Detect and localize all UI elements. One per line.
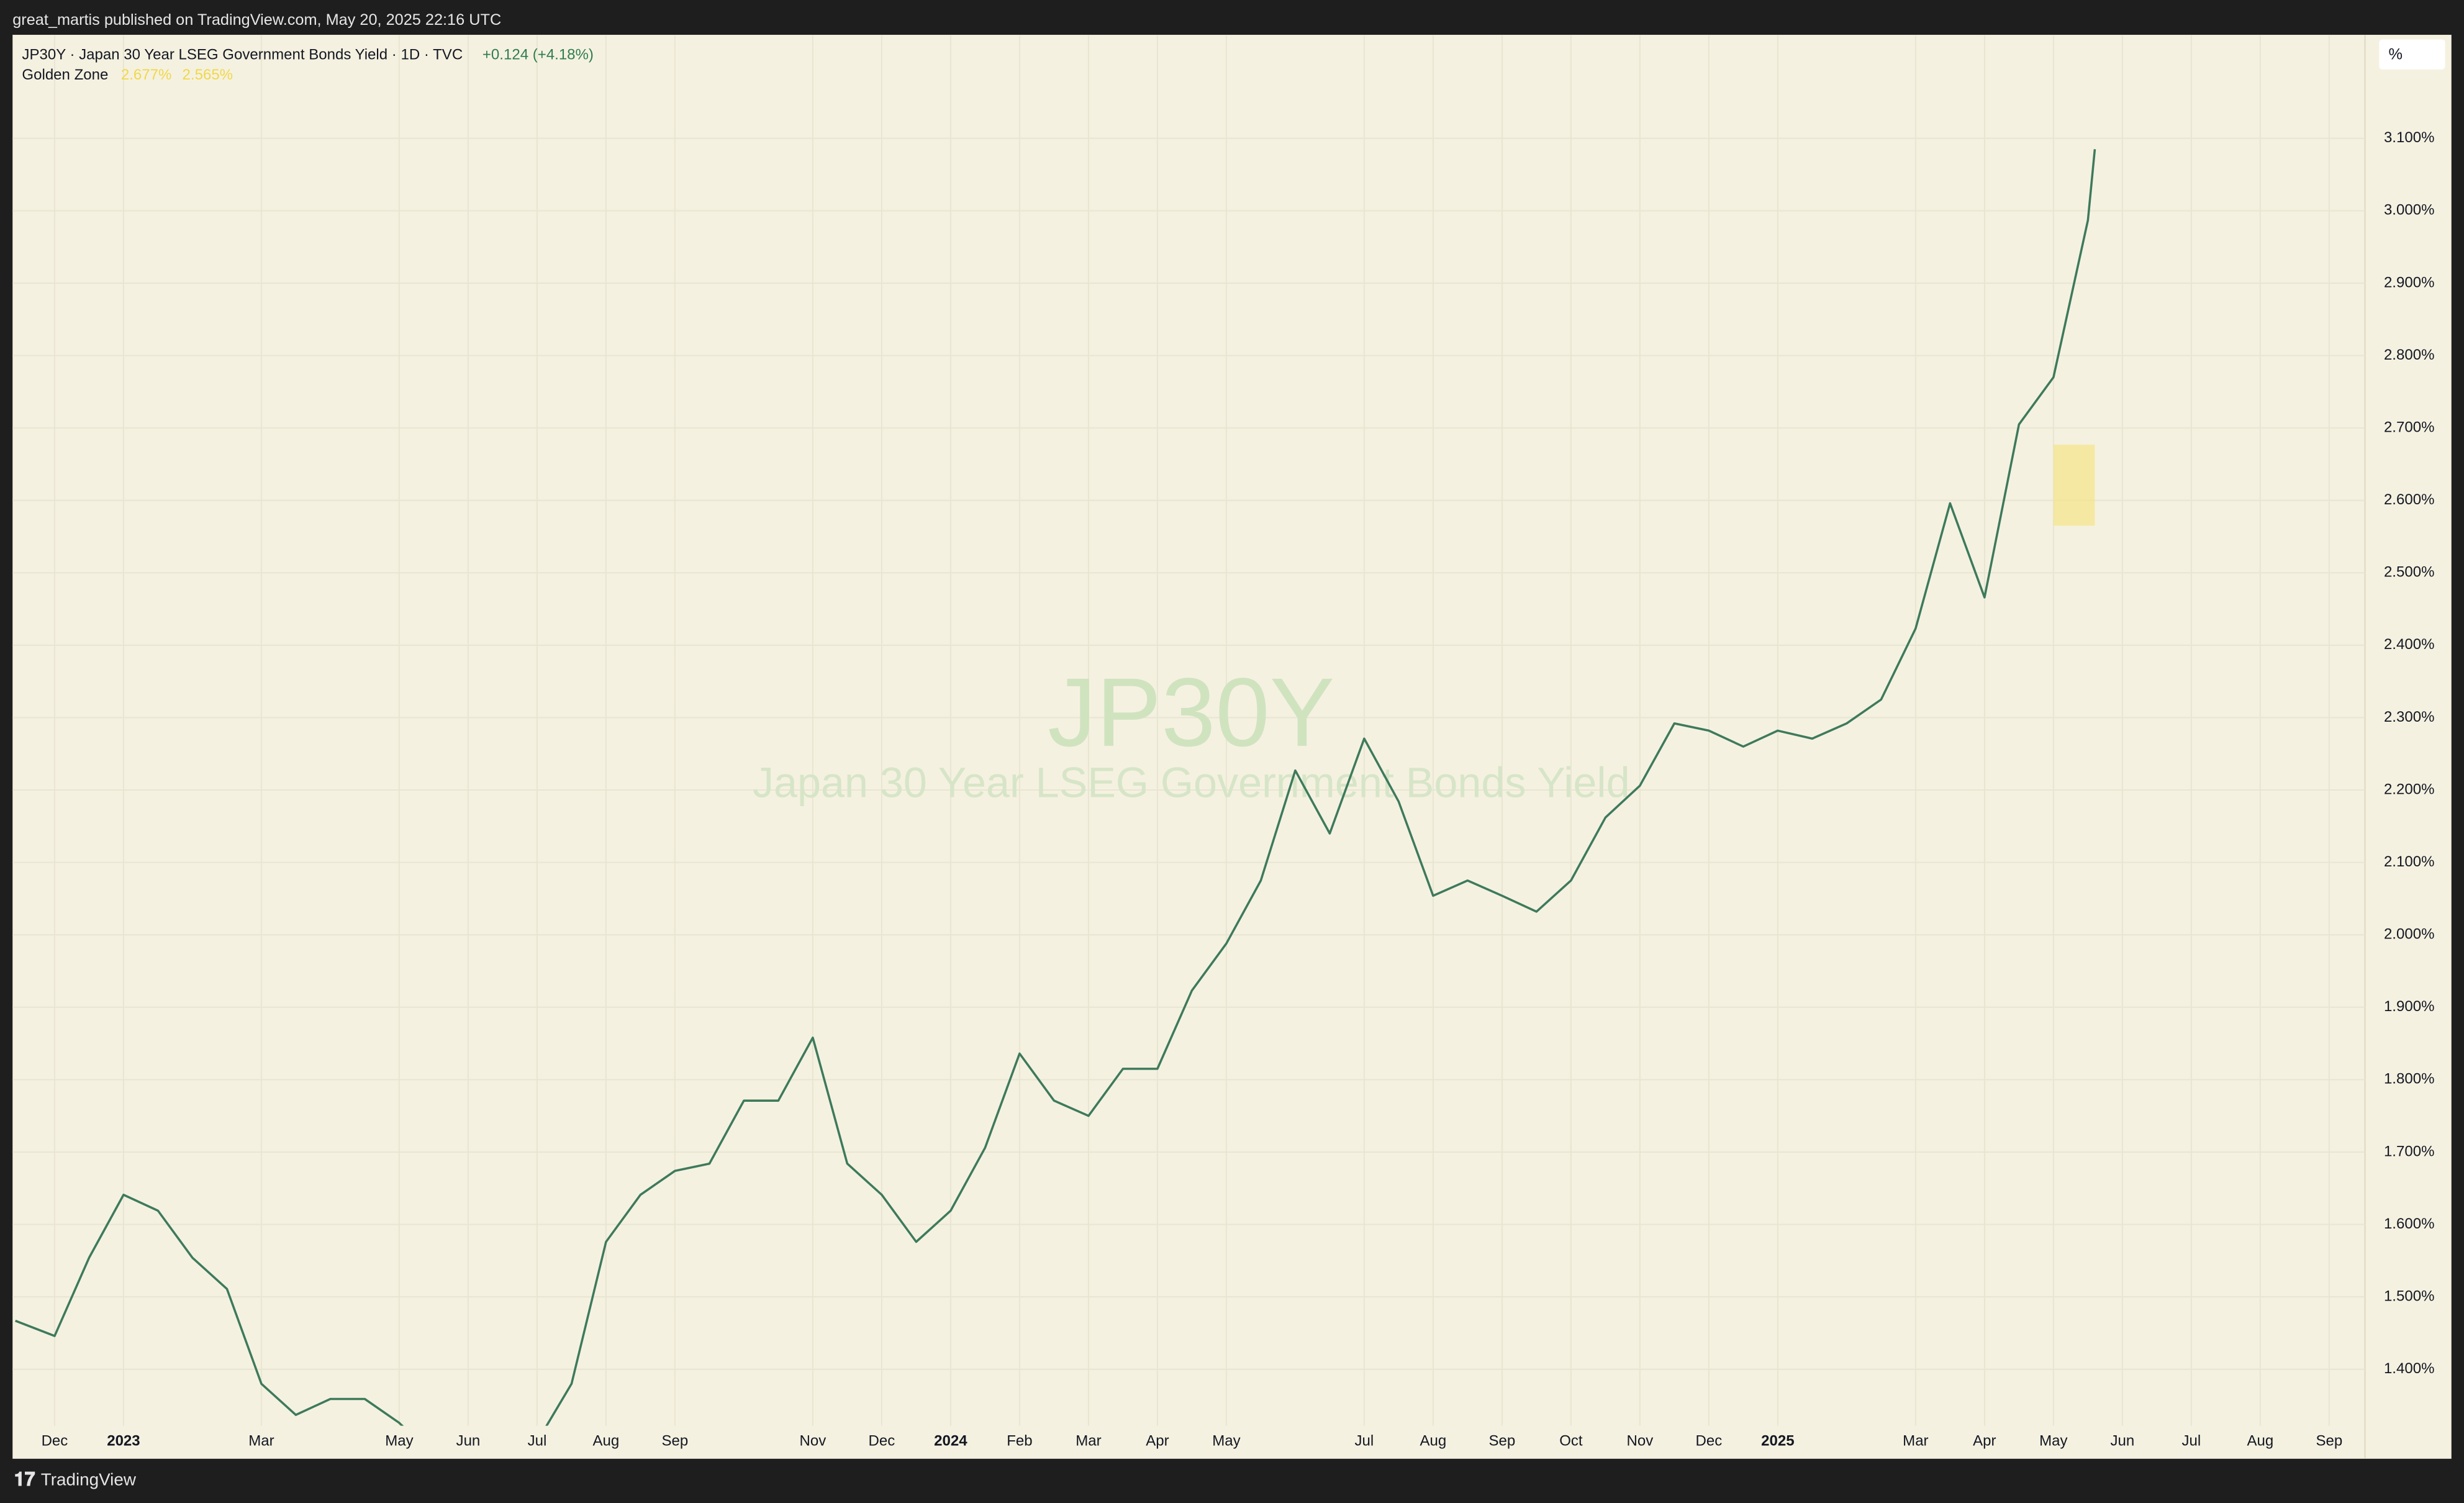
plot	[15, 149, 2096, 1426]
y-tick-label: 2.700%	[2384, 419, 2435, 435]
y-tick-label: 1.900%	[2384, 998, 2435, 1015]
y-tick-label: 2.200%	[2384, 781, 2435, 797]
y-tick-label: 1.800%	[2384, 1071, 2435, 1088]
change: +0.124 (+4.18%)	[482, 46, 594, 63]
indicator-value: 2.565%	[183, 66, 233, 83]
indicator-name: Golden Zone	[22, 66, 108, 83]
grid	[12, 35, 2365, 1426]
x-tick-label: Aug	[593, 1432, 620, 1449]
x-tick-label: Jun	[456, 1432, 481, 1449]
x-tick-label: 2024	[934, 1432, 967, 1449]
y-tick-label: 1.500%	[2384, 1287, 2435, 1304]
y-tick-label: 2.300%	[2384, 709, 2435, 725]
x-tick-label: Sep	[662, 1432, 689, 1449]
golden-zone	[2053, 444, 2095, 526]
y-tick-label: 2.000%	[2384, 926, 2435, 943]
unit-button-label[interactable]: %	[2389, 46, 2403, 63]
y-tick-label: 2.600%	[2384, 491, 2435, 508]
x-tick-label: Mar	[1903, 1432, 1928, 1449]
x-tick-label: Oct	[1559, 1432, 1583, 1449]
y-tick-label: 2.400%	[2384, 636, 2435, 653]
y-tick-label: 2.800%	[2384, 347, 2435, 363]
x-tick-label: Dec	[42, 1432, 68, 1449]
plot-background	[12, 35, 2452, 1459]
x-tick-label: Aug	[1420, 1432, 1447, 1449]
x-tick-label: Jun	[2110, 1432, 2134, 1449]
watermark-symbol: JP30Y	[1048, 658, 1334, 767]
y-tick-label: 2.500%	[2384, 564, 2435, 581]
x-tick-label: 2023	[107, 1432, 140, 1449]
x-tick-label: May	[1212, 1432, 1240, 1449]
x-tick-label: Nov	[1627, 1432, 1654, 1449]
x-tick-label: Aug	[2247, 1432, 2273, 1449]
price-line	[15, 149, 2096, 1426]
x-tick-label: Dec	[1696, 1432, 1723, 1449]
y-tick-label: 2.900%	[2384, 274, 2435, 291]
x-tick-label: 2025	[1761, 1432, 1794, 1449]
x-tick-label: Sep	[2316, 1432, 2342, 1449]
y-tick-label: 1.600%	[2384, 1215, 2435, 1232]
publisher: great_martis published on TradingView.co…	[12, 11, 501, 29]
x-tick-label: Jul	[2181, 1432, 2201, 1449]
x-tick-label: Nov	[800, 1432, 827, 1449]
x-tick-label: Jul	[1355, 1432, 1374, 1449]
x-tick-label: Sep	[1489, 1432, 1516, 1449]
symbol-title: JP30Y · Japan 30 Year LSEG Government Bo…	[22, 46, 463, 63]
x-tick-label: Dec	[869, 1432, 895, 1449]
indicator-value: 2.677%	[121, 66, 172, 83]
logo: 𝟏𝟕	[14, 1469, 35, 1490]
x-tick-label: Feb	[1007, 1432, 1032, 1449]
y-tick-label: 2.100%	[2384, 853, 2435, 870]
y-tick-label: 3.000%	[2384, 202, 2435, 219]
x-tick-label: Mar	[248, 1432, 274, 1449]
x-tick-label: Apr	[1973, 1432, 1996, 1449]
x-tick-label: May	[2039, 1432, 2067, 1449]
x-tick-label: Jul	[528, 1432, 547, 1449]
watermark-description: Japan 30 Year LSEG Government Bonds Yiel…	[753, 760, 1630, 807]
y-tick-label: 1.700%	[2384, 1143, 2435, 1160]
x-tick-label: May	[385, 1432, 413, 1449]
y-tick-label: 3.100%	[2384, 129, 2435, 146]
x-tick-label: Mar	[1076, 1432, 1101, 1449]
x-tick-label: Apr	[1146, 1432, 1169, 1449]
footer-brand[interactable]: TradingView	[41, 1470, 137, 1489]
unit-button[interactable]	[2379, 39, 2445, 70]
y-tick-label: 1.400%	[2384, 1360, 2435, 1377]
